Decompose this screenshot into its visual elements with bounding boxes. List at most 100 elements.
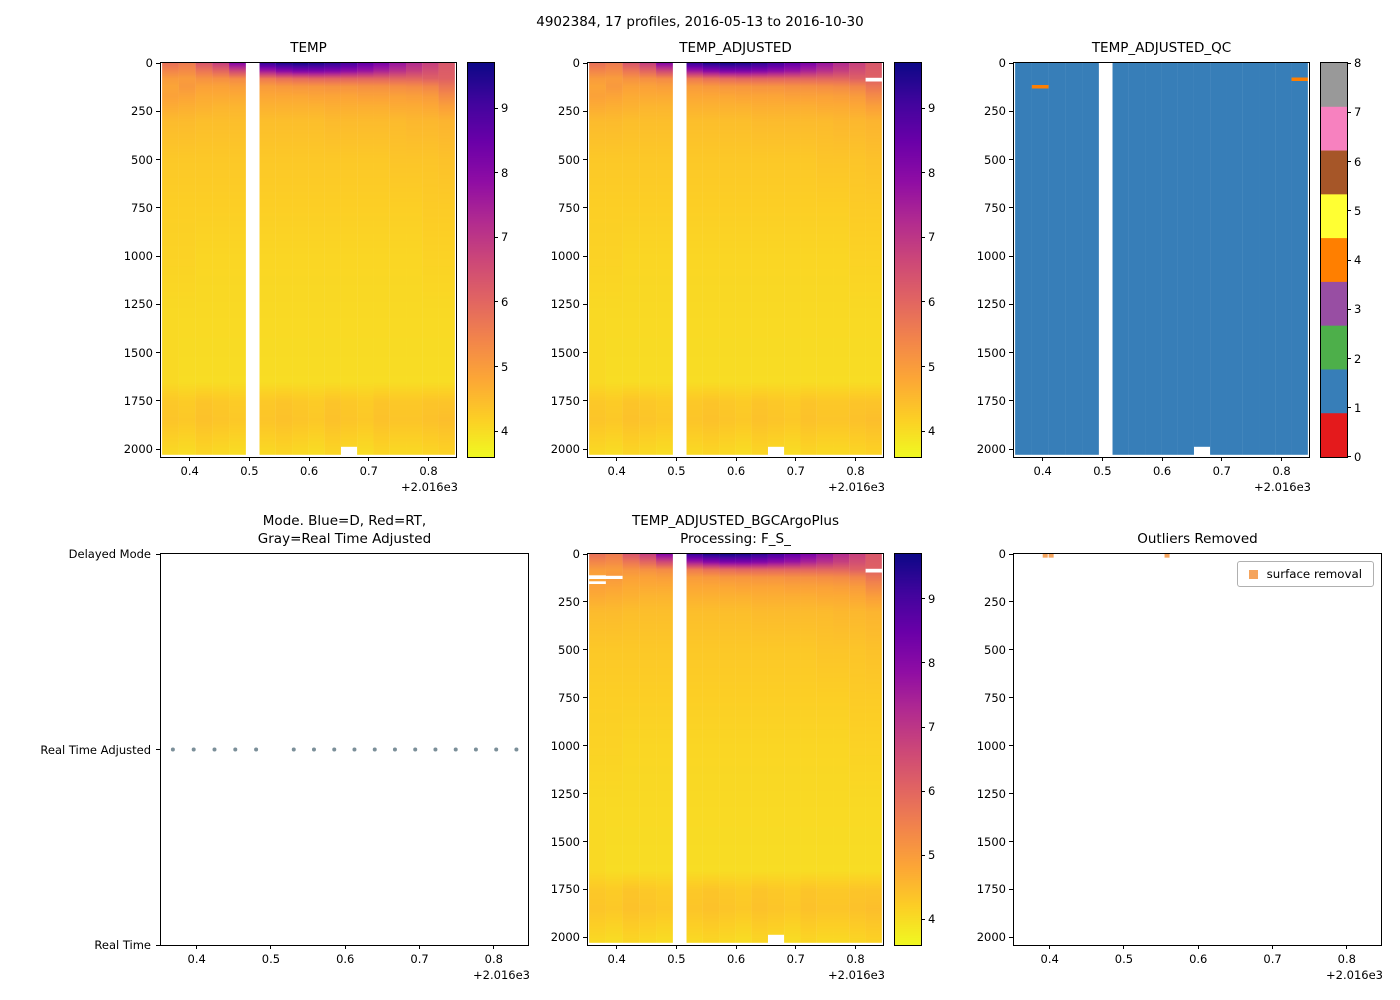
y-tick-label: 2000 [550,930,580,945]
y-tick-mark [1009,352,1013,354]
x-tick-mark [189,457,191,461]
y-tick-mark [156,944,160,946]
y-tick-mark [1009,697,1013,699]
colorbar-tick-label: 7 [928,720,936,735]
x-tick-mark [1101,457,1103,461]
colorbar-tick-label: 3 [1354,302,1362,317]
y-tick-label: 1250 [550,786,580,801]
y-tick-mark [583,936,587,938]
y-tick-label: 750 [558,200,580,215]
colorbar-tick-label: 4 [501,424,509,439]
x-tick-label: 0.4 [180,464,199,478]
y-tick-label: 1250 [976,297,1006,312]
y-tick-label: 0 [145,56,153,70]
y-tick-mark [156,62,160,64]
y-tick-label: 250 [558,104,580,119]
colorbar-tick-mark [921,430,925,432]
y-tick-label: 1500 [123,345,153,360]
x-tick-label: 0.8 [846,952,865,966]
y-tick-mark [583,553,587,555]
y-tick-mark [1009,159,1013,161]
qc-colorbar: 0 1 2 3 4 5 6 7 8 [1320,56,1361,464]
x-axis-offset-label: +2.016e3 [828,480,885,494]
y-tick-label: 1000 [976,738,1006,753]
bgc-colorbar: 4 5 6 7 8 9 [894,553,935,946]
colorbar-tick-mark [494,236,498,238]
x-axis-offset-label: +2.016e3 [473,968,530,982]
colorbar-tick-label: 7 [928,230,936,245]
x-tick-label: 0.8 [419,464,438,478]
colorbar-tick-label: 9 [928,591,936,606]
colorbar-tick-mark [921,236,925,238]
y-tick-label: 1750 [976,882,1006,897]
x-tick-mark [1272,945,1274,949]
y-tick-label: 1750 [976,393,1006,408]
colorbar-tick-label: 4 [1354,253,1362,267]
colorbar-tick-mark [494,430,498,432]
y-tick-label: 500 [984,152,1006,167]
x-tick-label: 0.5 [1093,464,1112,478]
y-tick-label: 500 [984,642,1006,657]
x-tick-label: 0.6 [1152,464,1172,478]
temp-colorbar-canvas [468,63,494,457]
y-tick-label: Real Time [94,938,151,952]
colorbar-tick-label: 8 [1354,56,1362,70]
temp-heatmap-canvas [161,63,456,457]
y-tick-label: 2000 [550,442,580,457]
colorbar-tick-label: 4 [928,424,936,439]
y-tick-mark [583,255,587,257]
y-tick-label: 1250 [550,297,580,312]
y-tick-label: 1000 [550,249,580,264]
x-tick-mark [196,945,198,949]
x-tick-mark [344,945,346,949]
y-tick-mark [1009,255,1013,257]
temp-adjusted-heatmap-canvas [588,63,883,457]
y-tick-label: 750 [558,690,580,705]
mode-scatter-canvas [161,554,528,945]
y-tick-mark [156,159,160,161]
x-tick-label: 0.7 [786,464,805,478]
colorbar-tick-label: 7 [1354,105,1362,120]
temp-adjusted-plot-title: TEMP_ADJUSTED [679,40,792,57]
x-tick-mark [855,945,857,949]
y-tick-label: 0 [998,547,1006,561]
temp-plot-title: TEMP [290,40,327,57]
colorbar-tick-mark [494,301,498,303]
temp-plot: TEMP 0.4 0.5 0.6 0.7 0.8 +2.016e3 0 250 500 750 10… [124,40,458,494]
colorbar-tick-mark [921,726,925,728]
figure-title: 4902384, 17 profiles, 2016-05-13 to 2016… [536,14,864,30]
x-tick-mark [795,945,797,949]
y-tick-label: 0 [998,56,1006,70]
x-tick-label: 0.5 [1114,952,1134,966]
y-tick-mark [156,448,160,450]
legend-label: surface removal [1266,567,1362,581]
colorbar-tick-label: 8 [501,165,509,180]
y-tick-mark [1009,207,1013,209]
x-tick-label: 0.8 [1337,952,1356,966]
y-tick-mark [583,303,587,305]
x-tick-mark [1123,945,1125,949]
y-tick-label: 2000 [976,930,1006,945]
colorbar-tick-mark [494,172,498,174]
colorbar-tick-label: 9 [501,101,509,116]
y-tick-label: 500 [131,152,153,167]
y-tick-mark [1009,601,1013,603]
x-tick-mark [1161,457,1163,461]
x-tick-label: 0.5 [240,464,259,478]
x-tick-mark [675,945,677,949]
y-tick-mark [156,352,160,354]
colorbar-tick-label: 6 [1354,154,1362,169]
y-tick-mark [583,400,587,402]
x-tick-label: 0.7 [1263,952,1282,966]
temp-adjusted-colorbar: 4 5 6 7 8 9 [894,62,935,458]
y-tick-mark [583,448,587,450]
colorbar-tick-mark [1347,210,1351,212]
colorbar-tick-label: 6 [501,294,509,309]
colorbar-tick-label: 4 [928,912,936,927]
y-tick-label: 250 [984,594,1006,609]
colorbar-tick-label: 8 [928,655,936,670]
x-tick-label: 0.4 [607,464,626,478]
x-tick-mark [1281,457,1283,461]
x-tick-mark [368,457,370,461]
